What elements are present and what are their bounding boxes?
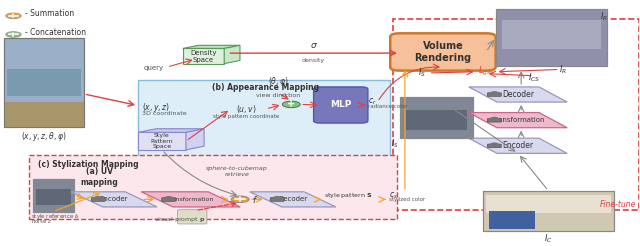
Polygon shape <box>495 9 607 66</box>
Text: $f$: $f$ <box>252 194 258 205</box>
Polygon shape <box>4 38 84 126</box>
Polygon shape <box>4 102 84 126</box>
Polygon shape <box>33 179 74 212</box>
Polygon shape <box>186 129 204 150</box>
Text: Transformation: Transformation <box>167 197 214 202</box>
FancyBboxPatch shape <box>487 93 501 96</box>
FancyBboxPatch shape <box>162 198 175 201</box>
Text: Encoder: Encoder <box>502 141 534 150</box>
Polygon shape <box>138 132 186 150</box>
Text: (a) UV
mapping: (a) UV mapping <box>81 167 118 187</box>
Text: Style
Pattern
Space: Style Pattern Space <box>150 133 173 149</box>
Text: $I_S$: $I_S$ <box>418 67 426 79</box>
Text: stylized color: stylized color <box>389 198 425 202</box>
Text: style pattern coordinate: style pattern coordinate <box>213 114 280 119</box>
Circle shape <box>282 101 300 108</box>
Text: density: density <box>302 58 325 63</box>
Polygon shape <box>141 192 240 207</box>
Text: (c) Stylization Mapping: (c) Stylization Mapping <box>38 160 138 169</box>
Text: $I_R$: $I_R$ <box>559 63 566 76</box>
Polygon shape <box>182 48 224 64</box>
Text: style reference $I_S$: style reference $I_S$ <box>31 212 81 221</box>
Polygon shape <box>36 189 71 205</box>
Text: query: query <box>143 65 164 71</box>
Text: style pattern $\mathbf{S}$: style pattern $\mathbf{S}$ <box>324 191 372 200</box>
FancyBboxPatch shape <box>487 118 501 122</box>
FancyBboxPatch shape <box>270 198 284 201</box>
Polygon shape <box>182 45 240 48</box>
Text: Decoder: Decoder <box>502 90 534 99</box>
Polygon shape <box>400 97 473 138</box>
Circle shape <box>6 13 21 19</box>
Text: $\sigma$: $\sigma$ <box>310 41 317 50</box>
Text: Volume
Rendering: Volume Rendering <box>414 41 472 63</box>
Text: Fine-tune: Fine-tune <box>600 200 636 209</box>
Polygon shape <box>224 45 240 64</box>
Polygon shape <box>71 192 157 207</box>
Polygon shape <box>406 110 467 130</box>
Text: 3D coordinate: 3D coordinate <box>143 111 187 116</box>
Text: $(x, y, z, \theta, \varphi)$: $(x, y, z, \theta, \varphi)$ <box>21 130 67 143</box>
Text: $(\theta, \varphi)$: $(\theta, \varphi)$ <box>268 75 289 88</box>
Text: (b) Appearance Mapping: (b) Appearance Mapping <box>212 83 319 92</box>
Polygon shape <box>486 195 611 213</box>
Text: $(u, v)$: $(u, v)$ <box>236 103 257 115</box>
Polygon shape <box>483 191 614 231</box>
Polygon shape <box>468 87 567 102</box>
FancyBboxPatch shape <box>487 144 501 148</box>
Polygon shape <box>468 113 567 128</box>
Text: sphere-to-cubemap
retrieve: sphere-to-cubemap retrieve <box>206 166 268 177</box>
Text: radiance color: radiance color <box>368 104 407 109</box>
Text: $I_{CS}$: $I_{CS}$ <box>528 71 540 84</box>
Text: noise $z$: noise $z$ <box>31 217 52 225</box>
Polygon shape <box>502 20 601 49</box>
Polygon shape <box>489 211 535 229</box>
Text: $I_R$: $I_R$ <box>600 10 608 23</box>
Text: $I_C$: $I_C$ <box>545 232 553 245</box>
Text: - Summation: - Summation <box>25 9 74 18</box>
FancyBboxPatch shape <box>314 87 368 123</box>
Text: $c_s$: $c_s$ <box>389 190 398 200</box>
Text: $c_r$: $c_r$ <box>368 97 376 107</box>
Text: $L_{gas}$: $L_{gas}$ <box>477 65 495 78</box>
Text: +: + <box>287 99 295 109</box>
Text: $(x, y, z)$: $(x, y, z)$ <box>143 101 171 114</box>
FancyBboxPatch shape <box>177 210 207 224</box>
Text: - Concatenation: - Concatenation <box>25 28 86 37</box>
Polygon shape <box>468 138 567 153</box>
Text: Transformation: Transformation <box>492 117 544 123</box>
Text: Encoder: Encoder <box>100 196 128 202</box>
Polygon shape <box>250 192 336 207</box>
Circle shape <box>231 196 249 202</box>
FancyBboxPatch shape <box>390 33 495 71</box>
Text: Decoder: Decoder <box>278 196 307 202</box>
Text: Density
Space: Density Space <box>190 49 217 62</box>
Text: $I_S$: $I_S$ <box>391 137 399 150</box>
Polygon shape <box>7 69 81 95</box>
Circle shape <box>6 32 21 37</box>
Polygon shape <box>138 80 390 159</box>
Text: MLP: MLP <box>330 100 351 109</box>
Text: visual prompt $\mathbf{p}$: visual prompt $\mathbf{p}$ <box>154 215 205 224</box>
Text: view direction: view direction <box>257 93 301 98</box>
Polygon shape <box>29 154 397 219</box>
Polygon shape <box>138 129 204 132</box>
FancyBboxPatch shape <box>92 198 106 201</box>
